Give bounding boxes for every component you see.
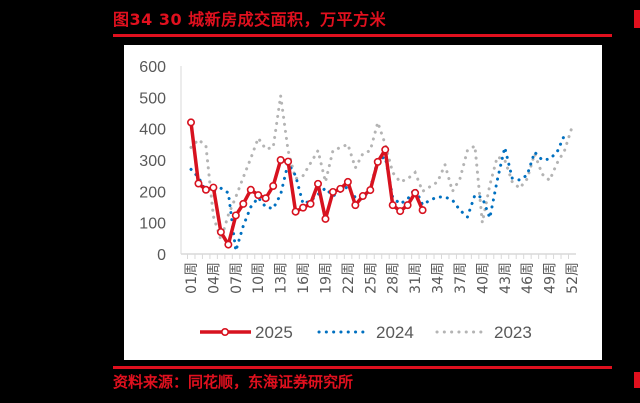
x-tick-label: 49周: [543, 262, 559, 294]
legend: 2025 2024 2023: [200, 323, 532, 342]
series-2025-marker: [373, 157, 382, 166]
x-tick-label: 46周: [520, 262, 536, 294]
series-2025-marker: [396, 207, 405, 216]
chart-panel: 0 100 200 300 400 500 600 01周 04周 07周 10周 13周 16周 19周…: [124, 45, 602, 360]
series-2025-marker: [254, 191, 263, 200]
series-2025-marker: [224, 240, 233, 249]
series-2025-marker: [284, 157, 293, 166]
series-2025-marker: [246, 185, 255, 194]
line-chart: 0 100 200 300 400 500 600 01周 04周 07周 10周 13周 16周 19周…: [139, 59, 581, 342]
legend-label-2023: 2023: [494, 323, 532, 342]
y-tick-label: 400: [139, 122, 166, 139]
series-2025-marker: [306, 199, 315, 208]
series-2025-marker: [201, 185, 210, 194]
series-2025-marker: [418, 206, 427, 215]
series-2025-marker: [216, 228, 225, 237]
figure-source: 资料来源：同花顺，东海证券研究所: [113, 373, 354, 391]
y-tick-label: 0: [157, 247, 166, 264]
series-2025-marker: [314, 179, 323, 188]
x-tick-label: 07周: [229, 262, 245, 294]
x-tick-label: 04周: [206, 262, 222, 294]
legend-2025-marker-icon: [221, 327, 230, 336]
y-tick-label: 200: [139, 184, 166, 201]
series-2025-marker: [351, 201, 360, 210]
y-tick-label: 100: [139, 216, 166, 233]
x-tick-label: 10周: [251, 262, 267, 294]
x-tick-label: 34周: [431, 262, 447, 294]
series-2025-marker: [366, 186, 375, 195]
series-2025-marker: [321, 214, 330, 223]
series-2025-marker: [291, 207, 300, 216]
series-2025-marker: [411, 188, 420, 197]
x-tick-label: 22周: [341, 262, 357, 294]
series-2025-marker: [336, 184, 345, 193]
series-2024-line: [189, 133, 567, 252]
x-tick-label: 52周: [565, 262, 581, 294]
clipped-next-figure-source: [634, 372, 640, 388]
series-2023-line: [189, 95, 574, 245]
figure-title: 图34 30 城新房成交面积，万平方米: [113, 10, 387, 29]
x-tick-label: 37周: [453, 262, 469, 294]
x-tick-label: 01周: [184, 262, 200, 294]
x-tick-label: 31周: [408, 262, 424, 294]
y-tick-label: 600: [139, 59, 166, 76]
series-2025-line: [189, 122, 425, 247]
series-2025-marker: [328, 187, 337, 196]
series-2025-marker: [269, 182, 278, 191]
series-2025-marker: [209, 183, 218, 192]
series-2025-marker: [403, 201, 412, 210]
title-rule: [113, 34, 612, 37]
series-2025-marker: [239, 199, 248, 208]
x-tick-label: 25周: [363, 262, 379, 294]
clipped-next-figure-title: [634, 10, 640, 28]
series-2025-marker: [343, 177, 352, 186]
series-2025-marker: [276, 156, 285, 165]
legend-label-2025: 2025: [255, 323, 293, 342]
x-tick-label: 40周: [475, 262, 491, 294]
series-2025-marker: [388, 201, 397, 210]
x-tick-label: 43周: [498, 262, 514, 294]
y-tick-label: 300: [139, 153, 166, 170]
legend-label-2024: 2024: [376, 323, 414, 342]
series-2025-marker: [299, 203, 308, 212]
x-tick-label: 16周: [296, 262, 312, 294]
series-2025-marker: [194, 179, 203, 188]
series-2025-marker: [186, 118, 195, 127]
source-rule: [113, 366, 612, 369]
y-tick-label: 500: [139, 90, 166, 107]
series-2025-marker: [231, 211, 240, 220]
series-2025-marker: [381, 145, 390, 154]
x-tick-label: 13周: [274, 262, 290, 294]
series-2025-marker: [261, 194, 270, 203]
x-tick-label: 28周: [386, 262, 402, 294]
series-2025-marker: [358, 192, 367, 201]
x-tick-label: 19周: [318, 262, 334, 294]
